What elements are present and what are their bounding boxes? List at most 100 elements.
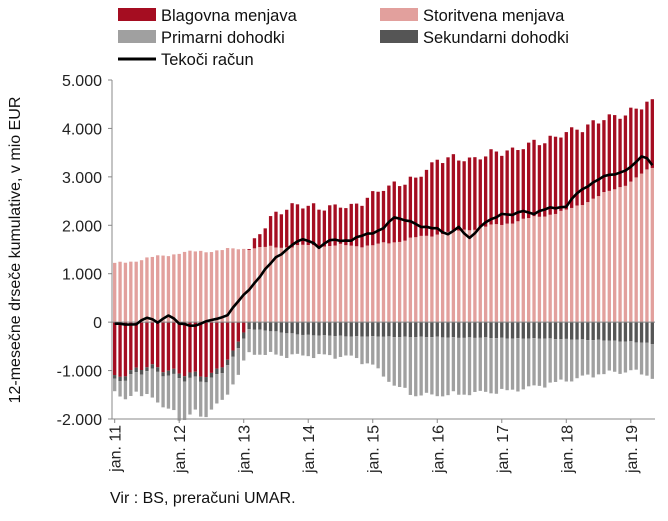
bar-primary <box>639 342 644 375</box>
legend-swatch-secondary <box>380 30 418 43</box>
bar-secondary <box>397 322 402 338</box>
bar-primary <box>596 339 601 375</box>
bar-primary <box>521 338 525 390</box>
x-tick-label: jan. 13 <box>237 425 254 474</box>
bar-services <box>489 224 493 323</box>
bar-services <box>113 262 117 323</box>
bar-primary <box>247 329 251 353</box>
bar-secondary <box>150 364 154 369</box>
bar-services <box>553 213 558 323</box>
bar-services <box>204 252 208 323</box>
bar-primary <box>397 337 402 387</box>
bar-primary <box>145 371 149 394</box>
bar-goods <box>328 205 332 246</box>
bar-secondary <box>408 322 413 338</box>
bar-secondary <box>381 322 386 337</box>
bar-goods <box>397 186 402 242</box>
y-tick-label: 3.000 <box>62 170 102 187</box>
x-tick-label: jan. 19 <box>624 425 641 474</box>
bar-services <box>188 250 192 323</box>
bar-primary <box>419 336 423 396</box>
bar-primary <box>376 336 380 369</box>
bar-services <box>521 218 525 323</box>
bar-secondary <box>118 376 122 382</box>
bar-services <box>123 262 128 323</box>
x-tick-label: jan. 12 <box>172 425 189 474</box>
bar-goods <box>129 322 133 371</box>
bar-goods <box>188 322 192 373</box>
bar-secondary <box>580 322 585 340</box>
bar-secondary <box>252 322 257 330</box>
bar-secondary <box>483 322 488 338</box>
bar-primary <box>344 336 348 356</box>
bar-primary <box>215 374 219 404</box>
bar-services <box>403 240 407 323</box>
bar-goods <box>113 322 117 376</box>
bar-services <box>645 169 649 323</box>
bar-services <box>333 245 337 323</box>
bar-secondary <box>236 341 240 349</box>
bar-services <box>349 245 353 323</box>
bar-goods <box>177 322 181 374</box>
bar-goods <box>483 156 488 227</box>
bar-primary <box>467 337 472 396</box>
bar-secondary <box>623 322 628 342</box>
bar-services <box>580 205 585 323</box>
bar-secondary <box>500 322 504 338</box>
bar-primary <box>161 376 165 408</box>
bar-secondary <box>349 322 353 337</box>
bar-secondary <box>311 322 316 336</box>
bar-secondary <box>639 322 644 343</box>
bar-services <box>586 202 590 323</box>
bar-primary <box>645 342 649 376</box>
bar-services <box>602 192 606 323</box>
bar-goods <box>145 322 149 368</box>
bar-goods <box>629 107 633 182</box>
bar-primary <box>338 335 343 357</box>
bar-services <box>559 210 563 323</box>
bar-secondary <box>629 322 633 342</box>
bar-goods <box>139 322 144 370</box>
bar-primary <box>322 335 327 355</box>
bar-secondary <box>586 322 590 341</box>
bar-goods <box>285 209 289 248</box>
bar-goods <box>559 137 563 211</box>
bar-services <box>397 241 402 323</box>
bar-secondary <box>424 322 429 338</box>
bar-goods <box>118 322 122 377</box>
bar-goods <box>537 145 542 217</box>
bar-primary <box>166 375 171 409</box>
bar-goods <box>634 108 638 178</box>
bar-primary <box>118 381 122 397</box>
bar-services <box>354 246 359 323</box>
bar-secondary <box>134 367 138 373</box>
bar-secondary <box>193 371 197 377</box>
bar-services <box>435 234 439 323</box>
bar-services <box>570 207 574 323</box>
bar-services <box>285 247 289 323</box>
bar-primary <box>258 329 262 355</box>
bar-goods <box>650 99 654 168</box>
bar-secondary <box>182 376 187 382</box>
bar-goods <box>645 101 649 170</box>
bar-primary <box>516 338 520 392</box>
bar-goods <box>333 204 337 246</box>
bar-goods <box>360 205 364 248</box>
bar-secondary <box>634 322 638 343</box>
bar-secondary <box>113 375 117 379</box>
bar-primary <box>150 368 154 398</box>
bar-goods <box>295 204 300 246</box>
bar-services <box>242 248 246 323</box>
bar-services <box>500 224 504 323</box>
bar-goods <box>150 322 154 365</box>
bar-secondary <box>613 322 617 341</box>
bar-services <box>537 216 542 323</box>
legend-swatch-goods <box>118 8 156 21</box>
bar-goods <box>457 160 461 231</box>
bar-secondary <box>510 322 515 339</box>
bar-goods <box>274 211 278 248</box>
bar-services <box>231 248 235 323</box>
bar-primary <box>607 340 611 371</box>
bar-primary <box>139 374 144 397</box>
bar-services <box>156 255 160 323</box>
